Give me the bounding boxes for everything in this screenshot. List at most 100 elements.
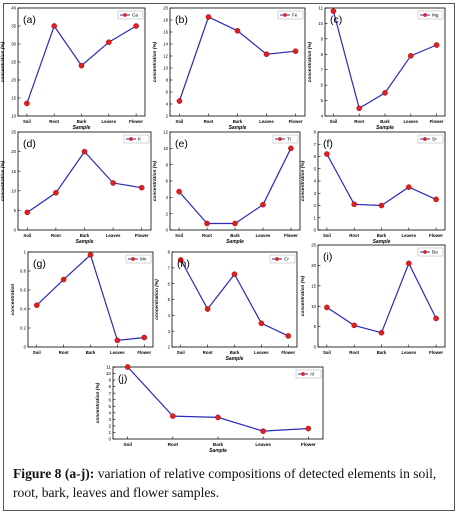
y-axis-label: concentration (%): [95, 382, 101, 423]
data-point: [433, 42, 440, 48]
x-tick-label: Soil: [176, 119, 184, 124]
legend-label: K: [138, 137, 142, 142]
y-tick-label: 15: [311, 283, 316, 288]
panel-label: (b): [175, 14, 188, 26]
x-tick-label: Flower: [281, 350, 295, 355]
x-tick-label: Flower: [289, 119, 303, 124]
y-tick-label: 5: [321, 98, 324, 103]
panel-label: (g): [33, 258, 46, 270]
data-point: [382, 90, 388, 96]
data-point: [260, 428, 266, 434]
y-tick-label: 5: [314, 324, 317, 329]
legend-label: Mn: [140, 257, 147, 262]
data-point: [351, 322, 357, 329]
legend-box: [417, 10, 444, 20]
x-tick-label: Soil: [23, 119, 31, 124]
series-line: [326, 153, 437, 207]
y-tick-label: 0.4: [20, 307, 27, 312]
x-tick-label: Bark: [80, 233, 90, 238]
panel-label: (f): [323, 138, 333, 150]
data-point: [356, 105, 363, 112]
x-axis-label: Sample: [76, 239, 94, 245]
series-line: [178, 148, 292, 225]
y-tick-label: 8: [321, 52, 324, 57]
x-tick-label: Bark: [86, 350, 96, 355]
y-tick-label: 40: [11, 6, 16, 11]
y-tick-label: 6: [166, 90, 169, 95]
data-point: [433, 315, 439, 322]
y-tick-label: 18: [163, 18, 168, 23]
data-point: [407, 53, 414, 59]
data-point: [141, 334, 148, 341]
y-tick-label: 6: [108, 397, 111, 402]
x-axis-label: Sample: [373, 239, 391, 245]
panel-label: (i): [323, 251, 332, 263]
data-point: [215, 414, 221, 421]
y-tick-label: 6: [321, 83, 324, 88]
legend-label: Sr: [432, 137, 437, 142]
legend-marker: [278, 137, 282, 141]
y-tick-label: 8: [166, 78, 169, 83]
y-tick-label: 0.2: [20, 326, 27, 331]
y-tick-label: 8: [108, 384, 111, 389]
data-point: [205, 14, 212, 20]
caption-text: variation of relative compositions of de…: [13, 466, 437, 500]
y-tick-label: 20: [311, 263, 316, 268]
figure-caption: Figure 8 (a-j): variation of relative co…: [13, 464, 453, 502]
chart-panel: 0 2 4 6 8 10 12 Soil Root Bark Leaves Flower Sample c…: [152, 130, 301, 245]
legend-box: [417, 134, 444, 144]
data-point: [330, 8, 337, 14]
legend-box: [123, 134, 150, 144]
legend-label: Ba: [432, 250, 438, 255]
x-tick-label: Flower: [137, 350, 151, 355]
y-tick-label: 3: [108, 417, 111, 422]
x-tick-label: Bark: [377, 233, 387, 238]
legend-marker: [301, 372, 305, 376]
x-tick-label: Soil: [23, 233, 31, 238]
y-tick-label: 0: [314, 345, 317, 350]
y-axis-label: concentration (%): [154, 279, 160, 320]
data-point: [324, 304, 330, 311]
x-axis-label: Sample: [226, 356, 244, 362]
y-tick-label: 4: [166, 195, 169, 200]
legend-box: [117, 10, 144, 20]
y-tick-label: 15: [11, 96, 16, 101]
y-tick-label: 20: [163, 6, 168, 11]
y-tick-label: 0: [314, 228, 317, 233]
y-tick-label: 4: [168, 313, 171, 318]
legend-box: [125, 254, 152, 264]
y-tick-label: 12: [163, 130, 168, 135]
x-axis-label: Sample: [226, 239, 244, 245]
x-tick-label: Root: [349, 350, 359, 355]
data-point: [258, 320, 265, 327]
data-point: [60, 276, 67, 283]
data-point: [24, 100, 30, 107]
plot-frame: [324, 7, 446, 117]
x-tick-label: Soil: [177, 350, 185, 355]
legend-label: Fe: [292, 13, 298, 18]
x-tick-label: Root: [203, 350, 213, 355]
legend-marker: [131, 257, 135, 261]
data-point: [260, 201, 266, 208]
y-tick-label: 0.6: [20, 288, 27, 293]
caption-label: Figure 8 (a-j):: [13, 466, 95, 481]
panel-label: (h): [177, 258, 190, 270]
legend-marker: [423, 13, 427, 17]
data-point: [204, 306, 211, 312]
y-tick-label: 15: [11, 169, 16, 174]
data-point: [114, 337, 121, 344]
data-point: [78, 62, 85, 69]
y-axis-label: concentration (%): [300, 275, 306, 316]
data-point: [106, 39, 112, 46]
data-point: [110, 180, 116, 186]
y-tick-label: 7: [321, 67, 324, 72]
chart-panel: 0 0.2 0.4 0.6 0.8 1 Soil Root Bark Leaves Flower co…: [10, 250, 154, 355]
data-point: [305, 425, 312, 432]
x-tick-label: Flower: [429, 233, 443, 238]
x-tick-label: Bark: [230, 233, 240, 238]
x-tick-label: Bark: [230, 350, 240, 355]
y-tick-label: 30: [11, 42, 16, 47]
y-tick-label: 1: [108, 430, 111, 435]
x-tick-label: Bark: [377, 350, 387, 355]
y-tick-label: 3: [168, 329, 171, 334]
